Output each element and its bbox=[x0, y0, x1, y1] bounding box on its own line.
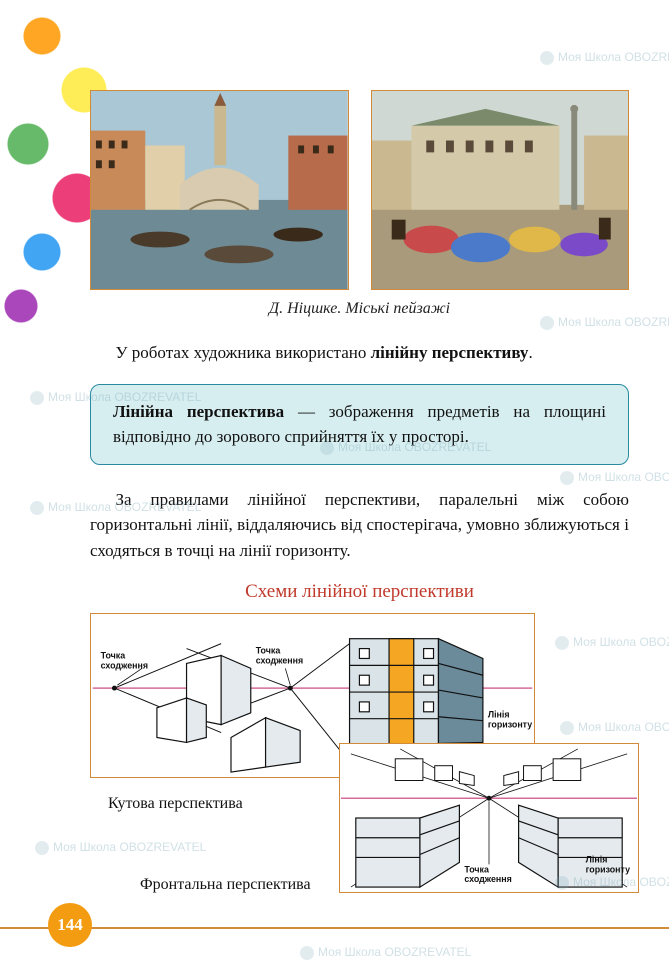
painting-left bbox=[90, 90, 349, 290]
svg-text:Точкасходження: Точкасходження bbox=[101, 650, 148, 670]
caption-title: Міські пейзажі bbox=[345, 300, 450, 317]
svg-text:Точкасходження: Точкасходження bbox=[464, 864, 511, 884]
caption-author: Д. Ніцшке. bbox=[269, 300, 341, 317]
intro-before: У роботах художника використано bbox=[116, 343, 371, 362]
definition-box: Лінійна перспектива — зображення предмет… bbox=[90, 384, 629, 465]
diagram2-caption: Фронтальна перспектива bbox=[140, 876, 311, 894]
paintings-row bbox=[90, 90, 629, 290]
intro-paragraph: У роботах художника використано лінійну … bbox=[90, 340, 629, 366]
page-number: 144 bbox=[48, 903, 92, 947]
svg-text:Точкасходження: Точкасходження bbox=[256, 646, 303, 666]
page-content: Д. Ніцшке. Міські пейзажі У роботах худо… bbox=[0, 0, 669, 893]
bottom-rule bbox=[0, 927, 669, 929]
body-paragraph-2: За правилами лінійної перспективи, парал… bbox=[90, 487, 629, 564]
painting-right bbox=[371, 90, 630, 290]
paintings-caption: Д. Ніцшке. Міські пейзажі bbox=[90, 300, 629, 318]
scheme-title: Схеми лінійної перспективи bbox=[90, 581, 629, 603]
intro-after: . bbox=[528, 343, 532, 362]
diagram-frontal-perspective: Точкасходження Лініягоризонту bbox=[339, 743, 639, 893]
diagrams-wrap: Точкасходження Точкасходження Лініягориз… bbox=[90, 613, 629, 893]
diagram1-caption: Кутова перспектива bbox=[108, 795, 243, 813]
svg-text:Лініягоризонту: Лініягоризонту bbox=[488, 710, 532, 730]
definition-term: Лінійна перспектива bbox=[113, 402, 284, 421]
intro-bold: лінійну перспективу bbox=[371, 343, 529, 362]
watermark: Моя Школа OBOZREVATEL bbox=[300, 945, 471, 960]
